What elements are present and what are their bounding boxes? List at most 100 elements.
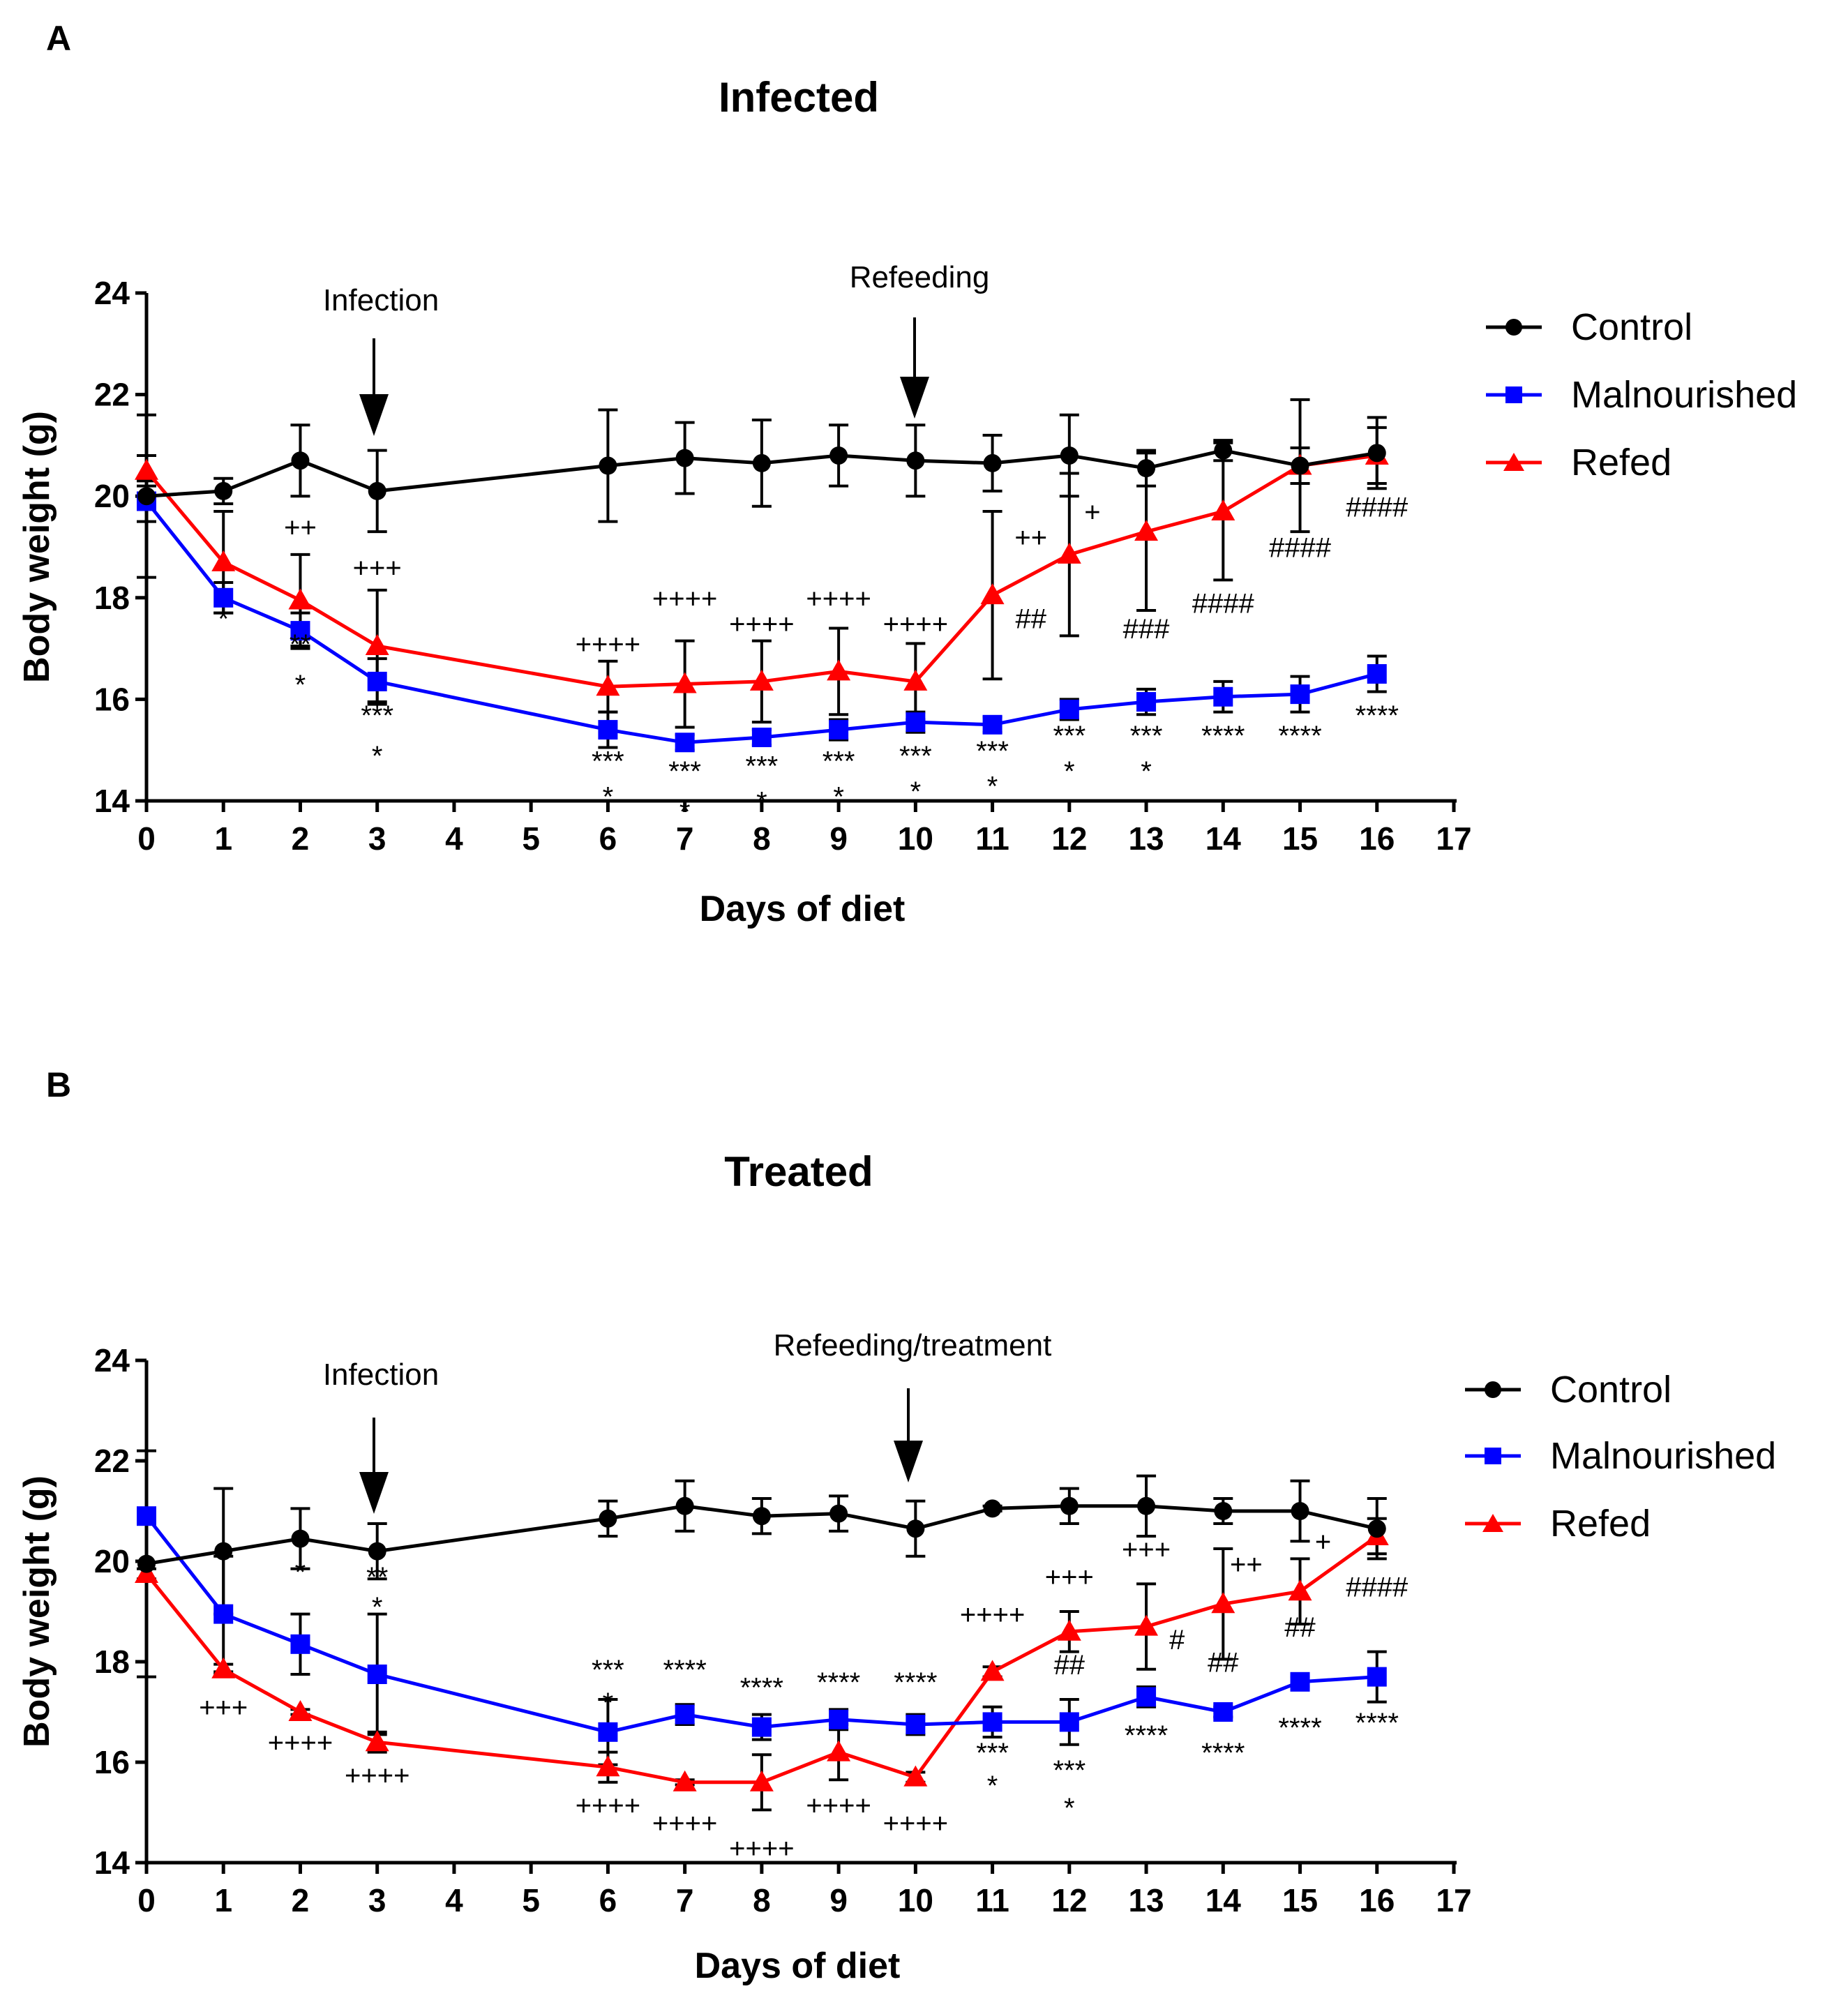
significance-label: ++++ [652, 1808, 717, 1839]
x-tick-label: 7 [676, 820, 694, 857]
significance-label: #### [1346, 492, 1408, 523]
significance-label: ** [290, 629, 311, 660]
x-tick-label: 7 [676, 1882, 694, 1918]
significance-label: **** [1278, 721, 1321, 751]
significance-label: * [295, 1557, 306, 1588]
significance-label: +++ [1122, 1534, 1171, 1565]
x-tick-label: 16 [1359, 820, 1395, 857]
significance-label: +++ [1045, 1562, 1094, 1593]
significance-label: *** [592, 746, 624, 776]
significance-label: * [372, 741, 383, 772]
significance-label: ## [1284, 1612, 1316, 1643]
x-tick-label: 4 [445, 1882, 463, 1918]
series-control [137, 1496, 1386, 1573]
significance-label: ++++ [883, 609, 948, 640]
data-point [1211, 500, 1235, 521]
significance-label: * [295, 670, 306, 700]
data-point [1367, 664, 1387, 684]
data-point [982, 1712, 1002, 1732]
significance-label: ++++ [806, 1791, 871, 1822]
significance-label: ++++ [576, 1791, 640, 1822]
significance-label: # [1169, 1625, 1185, 1655]
data-point [596, 1755, 620, 1777]
data-point [291, 1529, 310, 1548]
legend-marker-square [1485, 1448, 1501, 1464]
x-tick-label: 12 [1051, 1882, 1087, 1918]
significance-label: ++++ [960, 1600, 1025, 1630]
chart-title: Infected [719, 74, 879, 121]
data-point [1059, 699, 1079, 719]
significance-label: ## [1054, 1650, 1085, 1681]
y-tick-label: 20 [94, 478, 130, 514]
data-point [211, 550, 236, 571]
data-point [829, 446, 848, 465]
legend-label: Refed [1550, 1503, 1651, 1545]
x-tick-label: 6 [599, 1882, 617, 1918]
significance-label: * [679, 797, 691, 827]
data-point [1367, 1667, 1387, 1687]
data-point [980, 1660, 1005, 1681]
x-tick-label: 0 [137, 820, 156, 857]
significance-label: *** [899, 741, 932, 772]
significance-label: ## [1015, 603, 1046, 634]
x-tick-label: 3 [368, 1882, 386, 1918]
legend-marker-triangle [1482, 1514, 1503, 1532]
y-axis-label: Body weight (g) [17, 1475, 57, 1748]
data-point [1060, 1496, 1079, 1515]
significance-label: **** [1201, 1738, 1245, 1768]
data-point [213, 587, 234, 608]
y-tick-label: 22 [94, 1443, 130, 1479]
significance-label: *** [976, 1738, 1009, 1768]
x-tick-label: 17 [1436, 1882, 1471, 1918]
significance-marks: *++***+++****++++****++++****++++****+++… [218, 492, 1408, 827]
y-tick-label: 22 [94, 377, 130, 413]
significance-label: ### [1123, 614, 1170, 645]
x-tick-label: 14 [1205, 820, 1242, 857]
data-point [752, 453, 771, 472]
significance-marks: * ***+++++++++++****++++****++++****++++*… [199, 1527, 1408, 1864]
y-tick-label: 24 [94, 1342, 130, 1379]
data-point [829, 720, 849, 740]
data-point [675, 733, 695, 753]
significance-label: * [910, 776, 922, 807]
y-tick-label: 18 [94, 1644, 130, 1680]
arrow-down-icon [900, 377, 929, 419]
x-ticks: 0 1 2 3 4 5 6 7 8 9 10 11 12 13 14 15 16 17 [137, 1863, 1472, 1918]
significance-label: *** [1053, 1755, 1085, 1786]
legend: Control Malnourished Refed [1465, 1369, 1776, 1545]
significance-label: *** [822, 746, 855, 776]
y-tick-label: 14 [94, 783, 130, 819]
plot-area [135, 398, 1389, 753]
annotation-label: Infection [323, 1358, 439, 1392]
significance-label: #### [1269, 533, 1332, 564]
legend-item-refed: Refed [1465, 1503, 1651, 1545]
data-point [598, 720, 618, 740]
x-tick-label: 5 [522, 1882, 540, 1918]
x-tick-label: 12 [1051, 820, 1087, 857]
significance-label: *** [668, 756, 701, 787]
data-point [211, 1657, 236, 1678]
legend-item-malnourished: Malnourished [1465, 1435, 1776, 1477]
annotation-infection: Infection [323, 283, 439, 436]
significance-label: + [1315, 1527, 1331, 1558]
significance-label: ++ [1014, 523, 1047, 553]
significance-label: ** [366, 1562, 388, 1593]
data-point [673, 1770, 697, 1792]
y-tick-label: 24 [94, 275, 130, 311]
y-tick-label: 20 [94, 1543, 130, 1579]
legend-label: Refed [1571, 442, 1672, 483]
significance-label: **** [1201, 721, 1245, 751]
data-point [903, 669, 928, 691]
data-point [906, 1519, 925, 1538]
data-point [1291, 456, 1309, 475]
significance-label: *** [746, 751, 779, 782]
significance-label: **** [894, 1667, 937, 1698]
legend-item-control: Control [1486, 306, 1692, 348]
series-refed [135, 443, 1389, 696]
significance-label: * [833, 781, 844, 812]
x-tick-label: 8 [753, 820, 771, 857]
legend-label: Control [1571, 306, 1692, 348]
data-point [291, 451, 310, 470]
series-control-errorbars [137, 398, 1387, 579]
